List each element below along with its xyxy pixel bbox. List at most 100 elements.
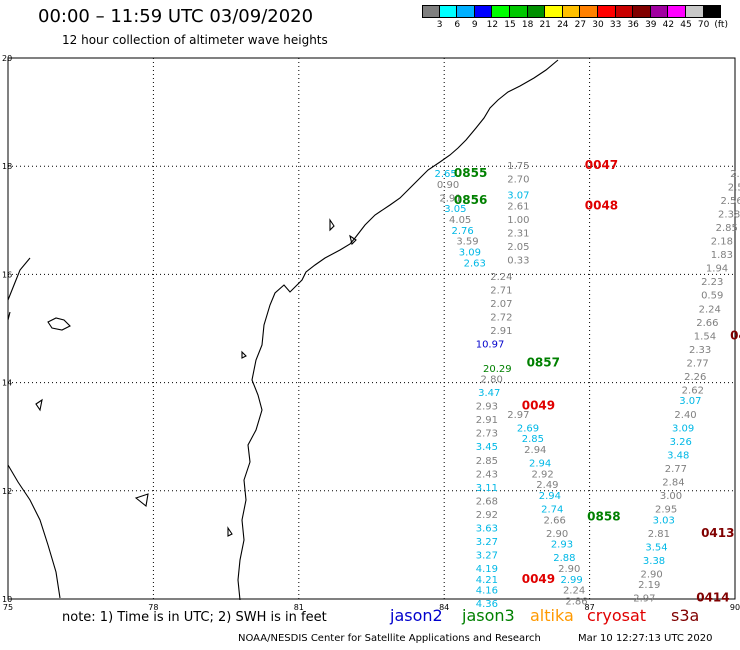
legend-item-s3a: s3a: [671, 606, 700, 625]
color-scale-label: 39: [645, 20, 657, 30]
wave-height-value: 2.92: [531, 469, 553, 480]
footer-note: note: 1) Time is in UTC; 2) SWH is in fe…: [62, 610, 327, 625]
color-scale-label: 18: [521, 20, 534, 30]
wave-height-value: 0.33: [507, 256, 529, 267]
wave-height-value: 3.11: [476, 483, 498, 494]
legend-item-jason3: jason3: [462, 606, 515, 625]
color-scale-cell: [545, 5, 563, 18]
color-scale-cell: [457, 5, 475, 18]
color-scale-label: 30: [592, 20, 604, 30]
legend-item-jason2: jason2: [390, 606, 443, 625]
color-scale-label: 36: [627, 20, 639, 30]
wave-height-value: 3.38: [643, 556, 665, 567]
wave-height-value: 2.97: [507, 410, 529, 421]
wave-height-value: 2.90: [640, 569, 662, 580]
wave-height-value: 3.09: [672, 423, 694, 434]
latitude-label: 14: [2, 379, 12, 388]
color-scale-label: 24: [557, 20, 569, 30]
wave-height-value: 2.90: [558, 564, 580, 575]
pass-time-label: 0049: [522, 399, 555, 413]
wave-height-value: 3.54: [645, 542, 667, 553]
longitude-label: 78: [148, 603, 158, 612]
wave-height-value: 2.23: [701, 277, 723, 288]
wave-height-value: 3.03: [653, 515, 675, 526]
wave-height-value: 4.21: [476, 575, 498, 586]
wave-height-value: 2.72: [490, 312, 512, 323]
credit-line: NOAA/NESDIS Center for Satellite Applica…: [238, 633, 541, 644]
wave-height-value: 2.49: [536, 480, 558, 491]
wave-height-value: 2.66: [544, 515, 566, 526]
color-scale-cell: [509, 5, 528, 18]
wave-height-value: 20.29: [483, 364, 512, 375]
wave-height-value: 2.99: [561, 575, 583, 586]
longitude-label: 81: [294, 603, 304, 612]
wave-height-color-scale: [422, 5, 722, 18]
pass-time-label: 0413: [701, 526, 734, 540]
wave-height-value: 2.19: [638, 580, 660, 591]
color-scale-cell: [439, 5, 458, 18]
color-scale-label: 21: [539, 20, 551, 30]
wave-height-value: 2.05: [507, 242, 529, 253]
pass-time-label: 0857: [527, 355, 560, 369]
wave-height-value: 2.24: [563, 586, 585, 597]
wave-height-value: 1.94: [706, 264, 728, 275]
color-scale-label: 42: [662, 20, 675, 30]
wave-height-value: 10.97: [476, 339, 505, 350]
color-scale-cell: [492, 5, 510, 18]
longitude-label: 87: [585, 603, 595, 612]
pass-time-label: 0855: [454, 166, 487, 180]
wave-height-value: 2.80: [481, 375, 503, 386]
wave-height-value: 2.90: [546, 529, 568, 540]
wave-height-value: 2.86: [565, 596, 587, 607]
longitude-label: 75: [3, 603, 13, 612]
latitude-label: 12: [2, 487, 12, 496]
wave-height-value: 2.56: [720, 196, 740, 207]
color-scale-cell: [562, 5, 581, 18]
pass-time-label: 0049: [522, 572, 555, 586]
wave-height-value: 3.27: [476, 537, 498, 548]
wave-height-value: 3.09: [459, 247, 481, 258]
color-scale-cell: [580, 5, 598, 18]
color-scale-cell: [685, 5, 704, 18]
wave-height-value: 2.84: [662, 477, 684, 488]
color-scale-label: 9: [471, 20, 478, 30]
color-scale-cell: [633, 5, 651, 18]
wave-height-value: 4.36: [476, 599, 498, 610]
pass-time-label: 0048: [585, 198, 618, 212]
color-scale-cell: [597, 5, 616, 18]
wave-height-value: 2.73: [476, 429, 498, 440]
wave-height-value: 2.93: [551, 540, 573, 551]
map-title: 00:00 – 11:59 UTC 03/09/2020: [38, 6, 314, 27]
wave-height-value: 3.05: [444, 204, 466, 215]
wave-height-value: 2.88: [553, 553, 575, 564]
wave-height-value: 0.59: [701, 291, 723, 302]
pass-time-label: 0047: [585, 158, 618, 172]
wave-height-value: 2.62: [682, 385, 704, 396]
wave-height-value: 2.26: [684, 372, 706, 383]
coastline: [7, 59, 559, 601]
wave-height-value: 3.59: [456, 237, 478, 248]
color-scale-label: 45: [680, 20, 692, 30]
pass-time-label: 0858: [587, 510, 620, 524]
wave-height-value: 3.27: [476, 550, 498, 561]
wave-height-value: 2.33: [689, 345, 711, 356]
wave-height-value: 2.92: [476, 510, 498, 521]
wave-height-value: 1.54: [694, 331, 716, 342]
wave-height-value: 0.90: [437, 180, 459, 191]
wave-height-value: 3.07: [507, 191, 529, 202]
map-frame: [7, 57, 736, 600]
wave-height-value: 4.05: [449, 215, 471, 226]
wave-height-value: 3.45: [476, 442, 498, 453]
wave-height-value: 4.19: [476, 564, 498, 575]
legend-item-altika: altika: [530, 606, 574, 625]
wave-height-value: 3.00: [660, 491, 682, 502]
wave-height-value: 2.68: [476, 496, 498, 507]
color-scale-label: 6: [454, 20, 461, 30]
wave-height-value: 2.94: [524, 445, 546, 456]
wave-height-value: 3.63: [476, 523, 498, 534]
pass-time-label: 0856: [454, 193, 487, 207]
latitude-label: 16: [2, 270, 12, 279]
color-scale-cell: [668, 5, 686, 18]
